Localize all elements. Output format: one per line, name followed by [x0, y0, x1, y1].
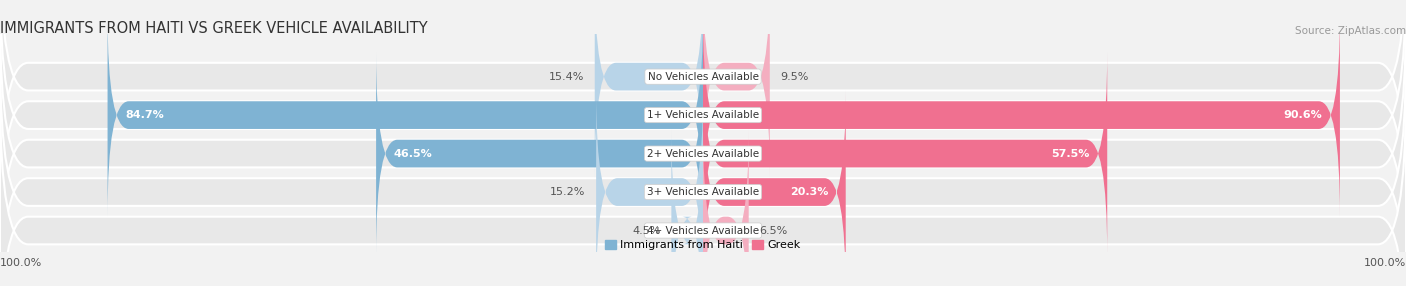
FancyBboxPatch shape — [0, 52, 1406, 286]
FancyBboxPatch shape — [672, 129, 703, 286]
FancyBboxPatch shape — [703, 52, 1108, 255]
Text: 100.0%: 100.0% — [0, 258, 42, 268]
Text: 20.3%: 20.3% — [790, 187, 828, 197]
Text: IMMIGRANTS FROM HAITI VS GREEK VEHICLE AVAILABILITY: IMMIGRANTS FROM HAITI VS GREEK VEHICLE A… — [0, 21, 427, 36]
FancyBboxPatch shape — [0, 0, 1406, 217]
Text: 1+ Vehicles Available: 1+ Vehicles Available — [647, 110, 759, 120]
Text: 2+ Vehicles Available: 2+ Vehicles Available — [647, 149, 759, 158]
FancyBboxPatch shape — [703, 90, 846, 286]
Text: 4+ Vehicles Available: 4+ Vehicles Available — [647, 226, 759, 236]
FancyBboxPatch shape — [703, 0, 770, 178]
FancyBboxPatch shape — [0, 0, 1406, 255]
FancyBboxPatch shape — [596, 90, 703, 286]
Text: 84.7%: 84.7% — [125, 110, 165, 120]
Legend: Immigrants from Haiti, Greek: Immigrants from Haiti, Greek — [605, 240, 801, 251]
FancyBboxPatch shape — [107, 13, 703, 217]
Text: Source: ZipAtlas.com: Source: ZipAtlas.com — [1295, 26, 1406, 36]
Text: 9.5%: 9.5% — [780, 72, 808, 82]
FancyBboxPatch shape — [0, 13, 1406, 286]
Text: 4.5%: 4.5% — [633, 226, 661, 236]
Text: 3+ Vehicles Available: 3+ Vehicles Available — [647, 187, 759, 197]
Text: 46.5%: 46.5% — [394, 149, 433, 158]
FancyBboxPatch shape — [703, 13, 1340, 217]
FancyBboxPatch shape — [595, 0, 703, 178]
Text: 15.4%: 15.4% — [548, 72, 585, 82]
Text: 57.5%: 57.5% — [1052, 149, 1090, 158]
Text: No Vehicles Available: No Vehicles Available — [648, 72, 758, 82]
Text: 6.5%: 6.5% — [759, 226, 787, 236]
FancyBboxPatch shape — [375, 52, 703, 255]
Text: 100.0%: 100.0% — [1364, 258, 1406, 268]
Text: 15.2%: 15.2% — [550, 187, 586, 197]
Text: 90.6%: 90.6% — [1284, 110, 1322, 120]
FancyBboxPatch shape — [703, 129, 749, 286]
FancyBboxPatch shape — [0, 90, 1406, 286]
